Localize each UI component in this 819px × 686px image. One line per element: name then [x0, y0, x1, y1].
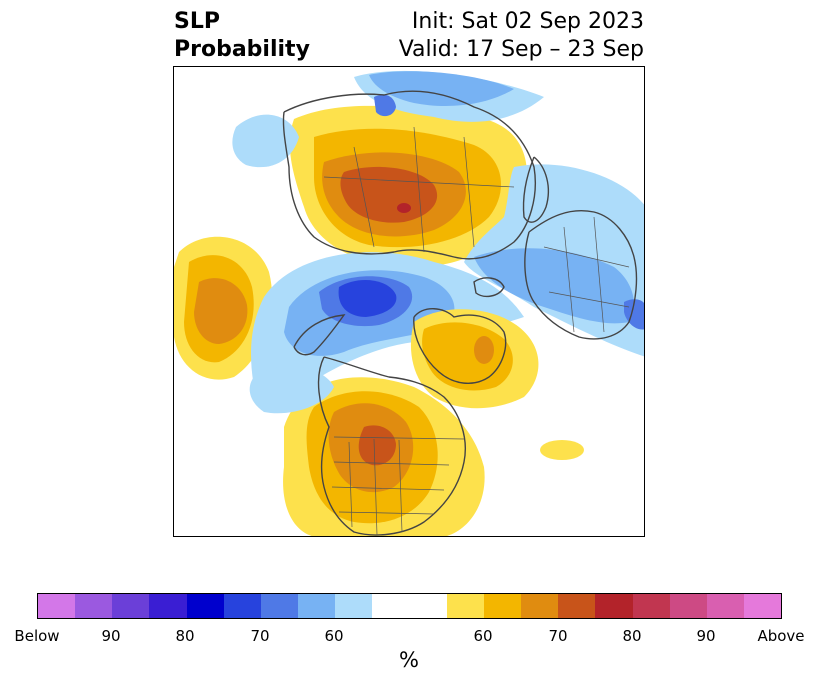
- border-russia-4: [463, 136, 475, 248]
- colorbar-cell: [632, 594, 670, 618]
- eurasia-anomaly-red: [397, 203, 411, 213]
- border-europe-1: [543, 246, 630, 268]
- border-europe-4: [548, 291, 630, 308]
- colorbar-cell: [706, 594, 744, 618]
- border-russia-3: [413, 126, 425, 253]
- coastline-eurasia: [282, 90, 536, 260]
- atlantic-anomaly-yellow: [540, 440, 584, 460]
- left-blue-patch: [232, 114, 299, 168]
- border-russia-1: [323, 176, 515, 188]
- colorbar-tick-label: 60: [473, 627, 493, 645]
- europe-blue-mid: [474, 248, 634, 324]
- colorbar-tick-label: 80: [175, 627, 195, 645]
- colorbar-cell: [483, 594, 522, 618]
- alaska-blue-core: [338, 280, 397, 317]
- init-date: Init: Sat 02 Sep 2023: [411, 9, 644, 34]
- date-info: Init: Sat 02 Sep 2023 Valid: 17 Sep – 23…: [399, 8, 644, 64]
- colorbar-cell: [149, 594, 187, 618]
- border-us-states-4: [333, 461, 450, 466]
- coastlines: [282, 90, 638, 536]
- map-canvas: [174, 70, 644, 536]
- colorbar-cell: [298, 594, 336, 618]
- coastline-europe: [524, 210, 638, 340]
- coastline-greenland: [413, 308, 507, 384]
- colorbar-tick-label: 60: [324, 627, 344, 645]
- arctic-blue-mid: [369, 71, 514, 107]
- colorbar-tick-label: 90: [101, 627, 121, 645]
- title-line-1: SLP: [174, 9, 220, 34]
- colorbar: [37, 593, 782, 619]
- colorbar-cell: [186, 594, 224, 618]
- colorbar-tick-label: 70: [250, 627, 270, 645]
- eurasia-anomaly-rust: [340, 166, 438, 223]
- border-europe-3: [593, 216, 605, 333]
- greenland-anomaly-orange: [474, 336, 494, 364]
- colorbar-cell: [75, 594, 113, 618]
- coastline-north-america: [317, 356, 466, 536]
- arctic-blue-deep: [374, 94, 396, 117]
- border-us-states-6: [338, 511, 435, 515]
- colorbar-tick-label: Below: [14, 627, 60, 645]
- na-anomaly-rust: [358, 425, 396, 466]
- map-title: SLP Probability: [174, 8, 310, 64]
- border-us-states-5: [331, 486, 445, 491]
- colorbar-cell: [669, 594, 707, 618]
- border-us-canada: [333, 436, 465, 440]
- valid-range: Valid: 17 Sep – 23 Sep: [398, 37, 644, 62]
- west-blue-patch: [249, 366, 334, 414]
- colorbar-tick-label: 90: [696, 627, 716, 645]
- colorbar-cell: [446, 594, 484, 618]
- coastline-svalbard: [473, 277, 505, 298]
- colorbar-cell: [260, 594, 299, 618]
- border-europe-2: [563, 226, 575, 333]
- colorbar-cell: [521, 594, 559, 618]
- border-us-states-2: [373, 438, 378, 536]
- border-us-states-3: [398, 439, 403, 533]
- pacific-anomaly-orange: [194, 278, 248, 344]
- colorbar-tick-label: 70: [548, 627, 568, 645]
- colorbar-tick-label: 80: [622, 627, 642, 645]
- coastline-alaska: [293, 314, 346, 356]
- border-russia-2: [353, 146, 375, 248]
- colorbar-cell: [335, 594, 373, 618]
- colorbar-cell: [743, 594, 782, 618]
- colorbar-cell: [558, 594, 596, 618]
- unit-label: %: [399, 648, 419, 672]
- border-us-states-1: [348, 441, 353, 528]
- probability-map: [173, 66, 645, 537]
- title-line-2: Probability: [174, 37, 310, 62]
- political-borders: [323, 126, 630, 536]
- colorbar-cell: [38, 594, 76, 618]
- coastline-scandinavia: [522, 156, 550, 223]
- colorbar-tick-label: Above: [757, 627, 805, 645]
- colorbar-cell: [372, 594, 410, 618]
- colorbar-cell: [112, 594, 150, 618]
- colorbar-cell: [223, 594, 261, 618]
- colorbar-cell: [409, 594, 447, 618]
- colorbar-cell: [595, 594, 633, 618]
